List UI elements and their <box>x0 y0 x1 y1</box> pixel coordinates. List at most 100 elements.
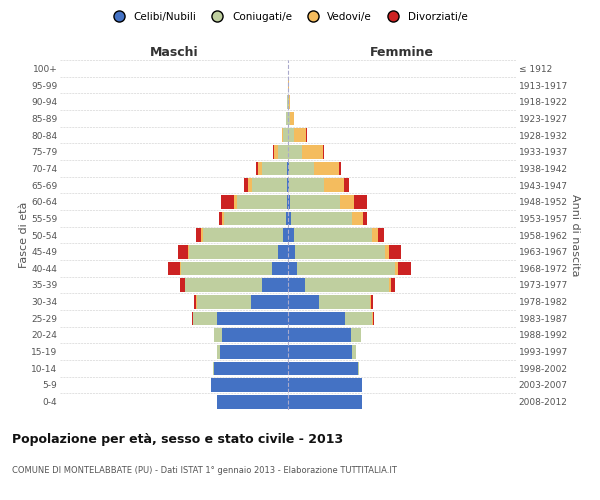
Bar <box>262 162 287 175</box>
Bar <box>278 145 288 158</box>
Bar <box>288 245 295 258</box>
Bar <box>234 195 236 208</box>
Bar <box>286 112 288 125</box>
Bar <box>283 228 288 242</box>
Text: COMUNE DI MONTELABBATE (PU) - Dati ISTAT 1° gennaio 2013 - Elaborazione TUTTITAL: COMUNE DI MONTELABBATE (PU) - Dati ISTAT… <box>12 466 397 475</box>
Bar <box>297 262 395 275</box>
Bar <box>273 145 274 158</box>
Bar <box>272 262 288 275</box>
Bar <box>178 245 188 258</box>
Bar <box>398 262 410 275</box>
Bar <box>180 278 185 292</box>
Bar <box>221 195 234 208</box>
Bar <box>305 278 389 292</box>
Bar <box>286 212 288 225</box>
Bar <box>289 178 325 192</box>
Bar <box>288 345 352 358</box>
Legend: Celibi/Nubili, Coniugati/e, Vedovi/e, Divorziati/e: Celibi/Nubili, Coniugati/e, Vedovi/e, Di… <box>104 8 472 26</box>
Bar <box>395 262 398 275</box>
Bar <box>345 312 373 325</box>
Bar <box>211 378 288 392</box>
Bar <box>217 312 288 325</box>
Bar <box>213 362 214 375</box>
Bar <box>350 328 361 342</box>
Bar <box>217 395 288 408</box>
Bar <box>287 195 288 208</box>
Bar <box>323 145 325 158</box>
Bar <box>220 345 288 358</box>
Bar <box>223 328 288 342</box>
Bar <box>191 312 193 325</box>
Bar <box>244 178 248 192</box>
Bar <box>288 378 362 392</box>
Text: Anni di nascita: Anni di nascita <box>570 194 580 276</box>
Bar <box>168 262 180 275</box>
Bar <box>288 295 319 308</box>
Bar <box>288 178 289 192</box>
Bar <box>262 278 288 292</box>
Bar <box>391 278 395 292</box>
Bar <box>289 162 314 175</box>
Bar <box>389 278 391 292</box>
Bar <box>258 162 262 175</box>
Bar <box>288 128 294 142</box>
Bar <box>185 278 262 292</box>
Bar <box>203 228 283 242</box>
Bar <box>193 312 217 325</box>
Bar <box>358 362 359 375</box>
Bar <box>291 212 352 225</box>
Bar <box>294 128 306 142</box>
Bar <box>344 178 349 192</box>
Bar <box>288 328 350 342</box>
Bar <box>274 145 278 158</box>
Bar <box>290 195 340 208</box>
Bar <box>362 212 367 225</box>
Bar <box>289 95 290 108</box>
Bar <box>378 228 384 242</box>
Bar <box>373 312 374 325</box>
Bar <box>237 195 287 208</box>
Bar <box>252 178 287 192</box>
Bar <box>288 395 362 408</box>
Bar <box>288 195 290 208</box>
Bar <box>196 228 202 242</box>
Bar <box>294 228 373 242</box>
Bar <box>288 278 305 292</box>
Bar <box>288 228 294 242</box>
Bar <box>251 295 288 308</box>
Bar <box>224 212 286 225</box>
Bar <box>354 195 367 208</box>
Bar <box>288 145 302 158</box>
Bar <box>214 328 223 342</box>
Bar <box>248 178 252 192</box>
Bar <box>188 245 190 258</box>
Bar <box>314 162 339 175</box>
Text: Maschi: Maschi <box>149 46 199 59</box>
Bar <box>295 245 385 258</box>
Bar <box>370 295 371 308</box>
Bar <box>352 212 362 225</box>
Bar <box>197 295 251 308</box>
Bar <box>302 145 323 158</box>
Bar <box>283 128 288 142</box>
Bar <box>214 362 288 375</box>
Bar <box>389 245 401 258</box>
Text: Fasce di età: Fasce di età <box>19 202 29 268</box>
Text: Popolazione per età, sesso e stato civile - 2013: Popolazione per età, sesso e stato civil… <box>12 432 343 446</box>
Bar <box>180 262 181 275</box>
Bar <box>340 195 354 208</box>
Bar <box>325 178 344 192</box>
Bar <box>256 162 258 175</box>
Bar <box>339 162 341 175</box>
Bar <box>288 212 291 225</box>
Bar <box>373 228 378 242</box>
Bar <box>371 295 373 308</box>
Bar <box>202 228 203 242</box>
Bar <box>290 112 294 125</box>
Bar <box>385 245 389 258</box>
Bar <box>288 312 345 325</box>
Bar <box>223 212 224 225</box>
Bar <box>288 112 290 125</box>
Bar <box>319 295 370 308</box>
Bar <box>219 212 223 225</box>
